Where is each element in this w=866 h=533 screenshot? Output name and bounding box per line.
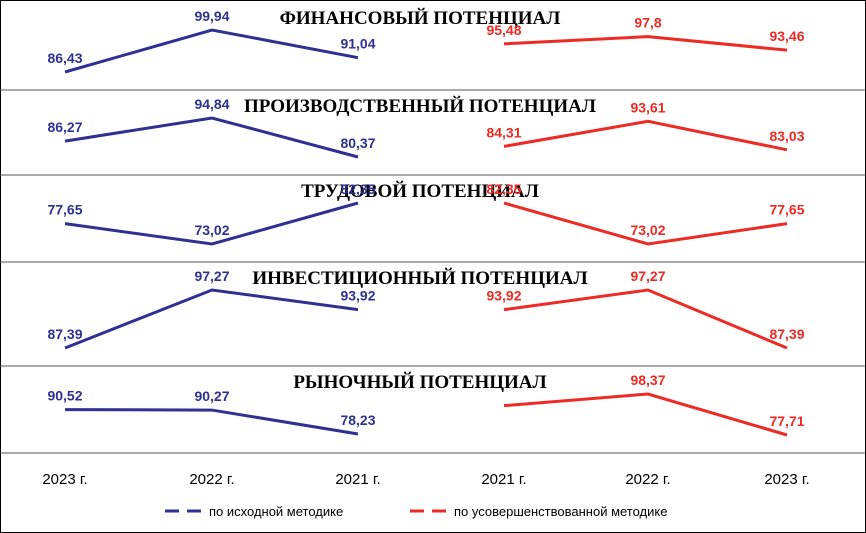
series-line xyxy=(64,288,359,350)
x-tick-label: 2023 г. xyxy=(42,471,87,488)
x-tick-label: 2022 г. xyxy=(189,471,234,488)
legend-label: по усовершенствованной методике xyxy=(454,504,667,519)
data-label: 87,39 xyxy=(769,326,804,342)
data-label: 80,37 xyxy=(340,135,375,151)
data-label: 93,46 xyxy=(769,28,804,44)
series-line xyxy=(64,28,359,74)
series-line xyxy=(503,392,788,437)
data-label: 82,35 xyxy=(486,181,521,197)
data-label: 98,37 xyxy=(630,372,665,388)
panel-title: ФИНАНСОВЫЙ ПОТЕНЦИАЛ xyxy=(280,7,561,29)
series-line xyxy=(503,288,788,350)
series-line xyxy=(503,201,788,246)
data-label: 78,23 xyxy=(340,412,375,428)
data-label: 87,39 xyxy=(47,326,82,342)
data-label: 86,27 xyxy=(47,119,82,135)
data-label: 97,27 xyxy=(630,268,665,284)
series-line xyxy=(503,119,788,152)
x-tick-label: 2023 г. xyxy=(764,471,809,488)
data-label: 94,84 xyxy=(194,96,229,112)
legend-label: по исходной методике xyxy=(209,504,343,519)
data-label: 90,52 xyxy=(47,388,82,404)
data-label: 93,92 xyxy=(486,288,521,304)
data-label: 91,04 xyxy=(340,36,375,52)
data-label: 77,65 xyxy=(769,202,804,218)
data-label: 90,27 xyxy=(194,388,229,404)
data-label: 99,94 xyxy=(194,8,229,24)
data-label: 77,71 xyxy=(769,413,804,429)
data-label: 73,02 xyxy=(630,222,665,238)
x-tick-label: 2022 г. xyxy=(625,471,670,488)
data-label: 93,92 xyxy=(340,288,375,304)
data-label: 73,02 xyxy=(194,222,229,238)
panel-title: ПРОИЗВОДСТВЕННЫЙ ПОТЕНЦИАЛ xyxy=(244,95,596,117)
data-label: 97,8 xyxy=(634,15,661,31)
data-label: 86,43 xyxy=(47,50,82,66)
data-label: 95,48 xyxy=(486,22,521,38)
data-label: 93,61 xyxy=(630,99,665,115)
panel-title: ИНВЕСТИЦИОННЫЙ ПОТЕНЦИАЛ xyxy=(252,267,587,289)
data-label: 82,35 xyxy=(340,181,375,197)
series-line xyxy=(503,35,788,52)
data-label: 77,65 xyxy=(47,202,82,218)
data-label: 84,31 xyxy=(486,124,521,140)
x-tick-label: 2021 г. xyxy=(481,471,526,488)
series-line xyxy=(64,408,359,436)
series-line xyxy=(64,116,359,159)
panel-title: РЫНОЧНЫЙ ПОТЕНЦИАЛ xyxy=(293,371,546,393)
panel-title: ТРУДОВОЙ ПОТЕНЦИАЛ xyxy=(301,180,539,202)
x-tick-label: 2021 г. xyxy=(335,471,380,488)
data-label: 97,27 xyxy=(194,268,229,284)
series-line xyxy=(64,201,359,246)
data-label: 83,03 xyxy=(769,128,804,144)
